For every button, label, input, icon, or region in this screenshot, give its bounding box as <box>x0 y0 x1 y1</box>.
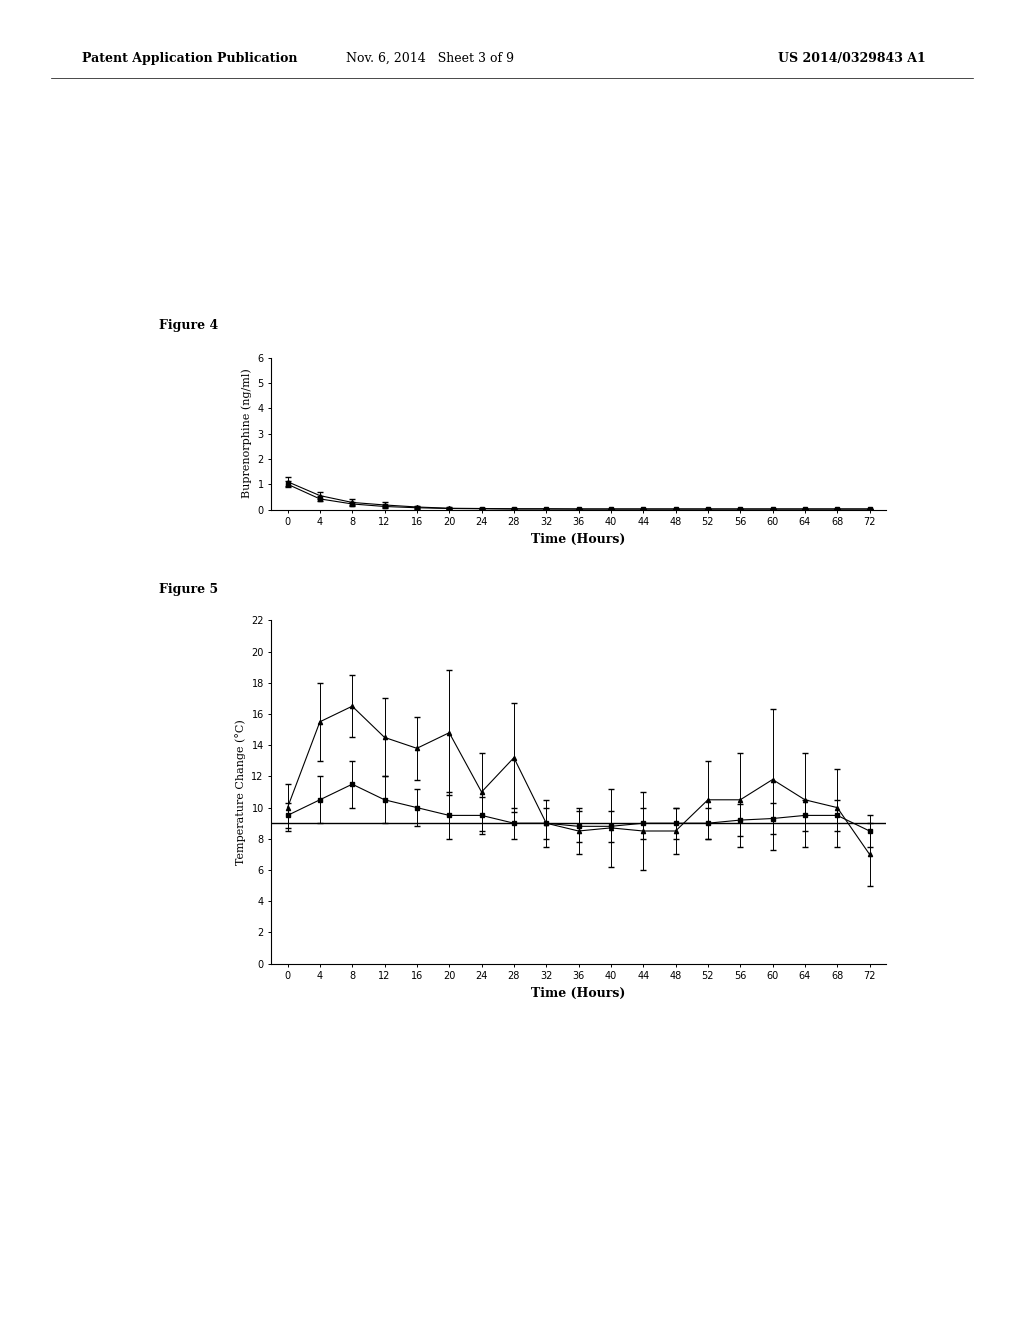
X-axis label: Time (Hours): Time (Hours) <box>531 987 626 999</box>
Text: Figure 4: Figure 4 <box>159 319 218 333</box>
Y-axis label: Buprenorphine (ng/ml): Buprenorphine (ng/ml) <box>242 368 252 499</box>
Text: Figure 5: Figure 5 <box>159 583 218 597</box>
Text: Nov. 6, 2014   Sheet 3 of 9: Nov. 6, 2014 Sheet 3 of 9 <box>346 51 514 65</box>
X-axis label: Time (Hours): Time (Hours) <box>531 533 626 545</box>
Y-axis label: Temperature Change (°C): Temperature Change (°C) <box>234 719 246 865</box>
Text: Patent Application Publication: Patent Application Publication <box>82 51 297 65</box>
Text: US 2014/0329843 A1: US 2014/0329843 A1 <box>778 51 926 65</box>
